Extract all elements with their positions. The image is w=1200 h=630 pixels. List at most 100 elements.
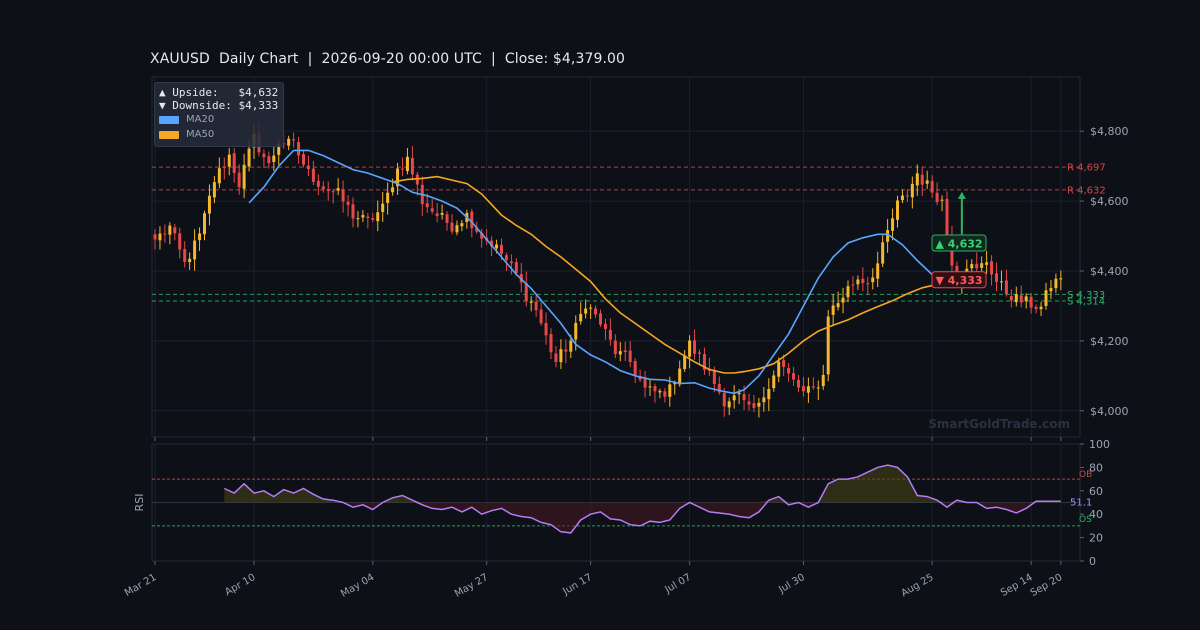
candle-body [410, 157, 414, 175]
candle-body [801, 386, 805, 392]
candle-body [306, 165, 310, 170]
legend: ▲ Upside: $4,632 ▼ Downside: $4,333 MA20… [154, 82, 284, 147]
candle-body [366, 216, 370, 219]
candle-body [549, 334, 553, 353]
candle-body [311, 168, 315, 182]
candle-body [1004, 280, 1008, 295]
candle-body [316, 180, 320, 187]
candle-body [203, 213, 206, 235]
candle-body [727, 401, 731, 408]
candle-body [599, 313, 602, 325]
candle-body [831, 305, 835, 315]
rsi-tick-label: 100 [1089, 438, 1110, 451]
candle-body [762, 397, 766, 403]
candle-body [698, 352, 701, 354]
candle-body [589, 307, 593, 309]
candle-body [425, 203, 429, 208]
ma50-swatch [159, 130, 179, 139]
price-tick-label: $4,200 [1090, 335, 1129, 348]
candles [153, 122, 1063, 418]
candle-body [292, 139, 296, 141]
candle-body [232, 153, 236, 173]
candle-body [935, 192, 939, 203]
candle-body [500, 244, 503, 254]
candle-body [1019, 295, 1023, 303]
date-tick-label: May 04 [339, 572, 376, 600]
candle-body [717, 383, 721, 393]
candle-body [881, 242, 885, 264]
candle-body [529, 301, 533, 303]
price-axis: $4,000 $4,200 $4,400 $4,600 $4,800 [1080, 125, 1129, 418]
candle-body [1044, 290, 1048, 307]
date-tick-label: Jul 30 [776, 572, 807, 596]
candle-body [648, 386, 652, 388]
candle-body [910, 183, 914, 198]
candle-body [970, 264, 974, 269]
level-label: S 4,314 [1067, 297, 1105, 308]
candle-body [534, 301, 538, 311]
candle-body [217, 168, 221, 184]
candle-body [361, 215, 365, 218]
candle-body [455, 225, 459, 233]
candle-body [905, 195, 909, 197]
candle-body [153, 234, 157, 240]
candle-body [594, 308, 598, 315]
candle-body [386, 192, 390, 203]
candle-body [351, 204, 355, 219]
candle-body [900, 195, 904, 201]
candle-body [792, 373, 796, 380]
rsi-fill-below [224, 502, 1061, 533]
candle-body [401, 168, 404, 170]
candle-body [811, 386, 815, 388]
candle-body [381, 203, 385, 212]
candle-body [940, 199, 944, 201]
candle-body [702, 354, 706, 370]
candle-body [797, 379, 800, 388]
candle-body [628, 350, 632, 362]
candle-body [732, 395, 736, 401]
candle-body [430, 208, 434, 212]
price-tick-label: $4,000 [1090, 405, 1129, 418]
candle-body [346, 201, 350, 205]
candle-body [569, 340, 573, 352]
candle-body [524, 282, 528, 302]
rsi-panel: 0 20 40 60 80 100 OB OS 51.1 RSI [133, 438, 1110, 568]
rsi-tick-label: 20 [1089, 532, 1103, 545]
candle-body [287, 138, 291, 146]
candle-body [618, 351, 622, 355]
watermark: SmartGoldTrade.com [928, 417, 1070, 431]
candle-body [1049, 288, 1053, 292]
candle-body [460, 223, 464, 227]
rsi-tick-label: 40 [1089, 508, 1103, 521]
candle-body [925, 180, 929, 184]
date-tick-label: Mar 21 [123, 572, 159, 599]
candle-body [891, 218, 895, 231]
downside-target-label: ▼ 4,333 [935, 274, 982, 287]
candle-body [495, 244, 499, 249]
candle-body [772, 375, 776, 389]
candle-body [415, 174, 419, 185]
candle-body [742, 394, 746, 401]
candle-body [544, 323, 548, 336]
moving-averages [248, 149, 963, 395]
candle-body [297, 142, 301, 156]
candle-body [173, 227, 177, 234]
candle-body [450, 222, 454, 232]
candle-body [633, 361, 637, 376]
candle-body [237, 172, 241, 188]
candle-body [673, 382, 677, 385]
candle-body [475, 227, 479, 232]
candle-body [722, 393, 726, 407]
candle-body [995, 273, 998, 282]
candle-body [816, 387, 820, 389]
date-tick-label: Sep 20 [1029, 572, 1065, 599]
candle-body [678, 368, 682, 385]
candle-body [371, 218, 375, 220]
upside-target-box [931, 234, 987, 252]
candle-body [435, 213, 439, 217]
date-tick-label: Jun 17 [560, 572, 594, 598]
candle-body [757, 402, 761, 407]
